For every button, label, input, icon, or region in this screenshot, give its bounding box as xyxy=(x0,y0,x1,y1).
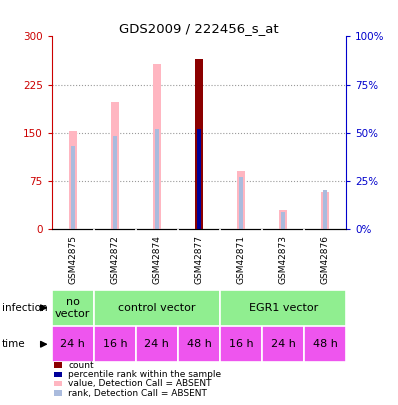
Title: GDS2009 / 222456_s_at: GDS2009 / 222456_s_at xyxy=(119,22,279,35)
Text: count: count xyxy=(68,360,94,370)
Text: control vector: control vector xyxy=(118,303,196,313)
Bar xyxy=(111,102,119,229)
Bar xyxy=(94,290,220,326)
Bar xyxy=(197,129,201,229)
Text: rank, Detection Call = ABSENT: rank, Detection Call = ABSENT xyxy=(68,388,207,398)
Text: value, Detection Call = ABSENT: value, Detection Call = ABSENT xyxy=(68,379,212,388)
Bar xyxy=(281,211,285,229)
Text: 16 h: 16 h xyxy=(229,339,254,349)
Bar xyxy=(178,326,220,362)
Text: GSM42876: GSM42876 xyxy=(321,235,330,284)
Bar xyxy=(71,146,75,229)
Bar xyxy=(239,177,243,229)
Bar xyxy=(153,64,161,229)
Bar xyxy=(323,190,327,229)
Bar xyxy=(155,129,159,229)
Text: GSM42875: GSM42875 xyxy=(68,235,77,284)
Text: time: time xyxy=(2,339,25,349)
Text: no
vector: no vector xyxy=(55,297,90,319)
Bar xyxy=(220,290,346,326)
Bar xyxy=(237,171,245,229)
Text: GSM42877: GSM42877 xyxy=(195,235,203,284)
Text: GSM42874: GSM42874 xyxy=(152,235,162,284)
Bar xyxy=(195,59,203,229)
Text: GSM42871: GSM42871 xyxy=(236,235,246,284)
Bar xyxy=(279,210,287,229)
Bar xyxy=(220,326,262,362)
Text: infection: infection xyxy=(2,303,48,313)
Bar xyxy=(113,136,117,229)
Text: 48 h: 48 h xyxy=(313,339,338,349)
Text: GSM42872: GSM42872 xyxy=(110,235,119,284)
Text: EGR1 vector: EGR1 vector xyxy=(248,303,318,313)
Bar xyxy=(94,326,136,362)
Text: 48 h: 48 h xyxy=(187,339,211,349)
Bar xyxy=(52,290,94,326)
Bar xyxy=(69,131,76,229)
Bar xyxy=(304,326,346,362)
Bar xyxy=(322,192,329,229)
Bar xyxy=(52,326,94,362)
Text: 24 h: 24 h xyxy=(144,339,170,349)
Text: 24 h: 24 h xyxy=(60,339,85,349)
Bar xyxy=(262,326,304,362)
Bar xyxy=(136,326,178,362)
Text: 16 h: 16 h xyxy=(103,339,127,349)
Text: GSM42873: GSM42873 xyxy=(279,235,288,284)
Text: 24 h: 24 h xyxy=(271,339,296,349)
Text: percentile rank within the sample: percentile rank within the sample xyxy=(68,370,222,379)
